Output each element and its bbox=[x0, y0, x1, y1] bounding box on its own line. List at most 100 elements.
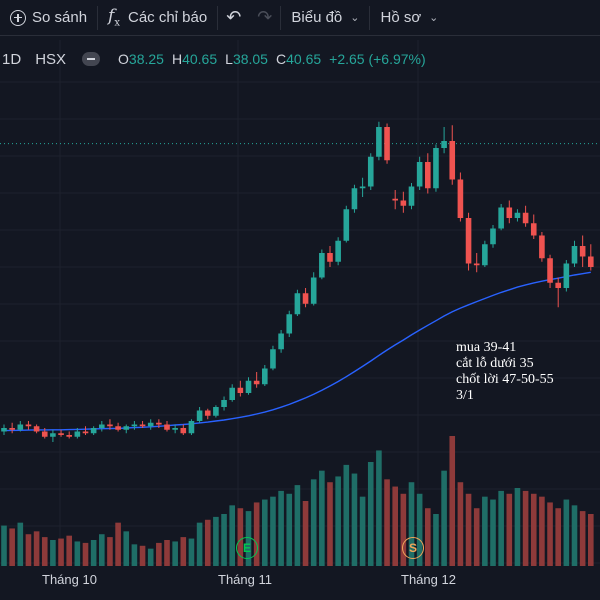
volume-bar bbox=[302, 501, 309, 566]
candle-body bbox=[90, 428, 97, 434]
candle bbox=[335, 237, 341, 266]
candle bbox=[343, 205, 350, 243]
candle-body bbox=[99, 424, 105, 428]
low-value: 38.05 bbox=[232, 51, 268, 67]
candle bbox=[286, 310, 293, 337]
volume-bar bbox=[416, 493, 423, 566]
candle bbox=[408, 183, 415, 210]
volume-bar bbox=[41, 537, 48, 566]
candle-body bbox=[327, 253, 333, 262]
candle-body bbox=[278, 333, 284, 350]
volume-bar bbox=[156, 542, 162, 566]
profile-dropdown[interactable]: Hồ sơ ⌄ bbox=[370, 0, 448, 36]
candle bbox=[172, 424, 178, 434]
candle-body bbox=[473, 263, 480, 266]
volume-bar bbox=[270, 496, 276, 566]
candle-body bbox=[82, 431, 89, 434]
candle bbox=[90, 426, 97, 435]
volume-bar bbox=[107, 537, 113, 566]
candle-body bbox=[196, 410, 203, 421]
volume-bar bbox=[221, 514, 227, 566]
note-line: cắt lỗ dưới 35 bbox=[456, 356, 534, 371]
candle bbox=[156, 419, 162, 428]
candle bbox=[33, 424, 40, 434]
volume-bar bbox=[482, 496, 488, 566]
volume-bar bbox=[204, 519, 211, 566]
candle bbox=[147, 419, 154, 430]
candle-body bbox=[204, 410, 211, 416]
volume-bar bbox=[115, 522, 121, 566]
candle-body bbox=[41, 431, 48, 437]
candle bbox=[351, 184, 358, 213]
candle bbox=[425, 153, 431, 194]
candle bbox=[465, 212, 472, 271]
candle-body bbox=[107, 424, 113, 427]
volume-bar bbox=[408, 482, 415, 566]
toolbar-separator bbox=[280, 5, 282, 30]
toolbar-separator bbox=[217, 5, 219, 30]
volume-bar bbox=[50, 540, 56, 566]
volume-bar bbox=[213, 516, 219, 566]
candle-body bbox=[253, 380, 260, 385]
candle-body bbox=[270, 349, 276, 369]
candle bbox=[74, 428, 81, 439]
candle bbox=[367, 153, 374, 190]
volume-bar bbox=[286, 493, 293, 566]
volume-bar bbox=[547, 502, 553, 566]
redo-icon[interactable]: ↷ bbox=[257, 7, 273, 27]
volume-bar bbox=[9, 528, 15, 566]
x-tick-label: Tháng 10 bbox=[42, 572, 97, 587]
candle bbox=[302, 288, 309, 308]
candle bbox=[433, 144, 439, 192]
candle bbox=[82, 426, 89, 435]
chart-type-dropdown[interactable]: Biểu đồ ⌄ bbox=[281, 0, 369, 36]
indicators-button[interactable]: fx Các chỉ báo bbox=[98, 0, 217, 36]
candle-body bbox=[530, 223, 537, 236]
split-marker[interactable]: S bbox=[402, 537, 424, 559]
undo-icon[interactable]: ↶ bbox=[226, 7, 242, 27]
candle-body bbox=[237, 387, 244, 393]
candle bbox=[522, 205, 529, 227]
compare-button[interactable]: So sánh bbox=[0, 0, 97, 36]
volume-bar bbox=[310, 479, 317, 566]
candle bbox=[359, 177, 366, 197]
candle-body bbox=[123, 426, 130, 430]
candle-body bbox=[482, 244, 488, 266]
earnings-marker[interactable]: E bbox=[236, 537, 258, 559]
candle-body bbox=[563, 263, 570, 288]
candle-body bbox=[221, 400, 227, 407]
candle-body bbox=[400, 200, 407, 206]
toolbar-separator bbox=[369, 5, 371, 30]
candle-body bbox=[425, 162, 431, 189]
volume-bar bbox=[539, 496, 545, 566]
candle-body bbox=[351, 188, 358, 210]
candle-body bbox=[66, 435, 72, 437]
candle-body bbox=[172, 428, 178, 430]
candle bbox=[490, 225, 496, 248]
x-tick-label: Tháng 11 bbox=[218, 572, 272, 587]
volume-bar bbox=[392, 486, 398, 566]
interval-label[interactable]: 1D bbox=[2, 50, 22, 68]
volume-bar bbox=[367, 462, 374, 566]
candle-body bbox=[131, 424, 138, 427]
candle bbox=[204, 408, 211, 420]
candle bbox=[188, 419, 195, 435]
candle-body bbox=[213, 407, 219, 416]
plus-circle-icon bbox=[10, 9, 26, 26]
candle bbox=[579, 235, 586, 267]
volume-bar bbox=[237, 508, 244, 566]
candle-body bbox=[506, 207, 513, 218]
note-line: chốt lời 47-50-55 bbox=[456, 372, 554, 387]
volume-bar bbox=[147, 548, 154, 566]
volume-bar bbox=[433, 514, 439, 566]
candle-body bbox=[74, 431, 81, 437]
candle bbox=[99, 421, 105, 432]
high-value: 40.65 bbox=[182, 51, 218, 67]
note-line: mua 39-41 bbox=[456, 340, 517, 355]
candle bbox=[139, 421, 146, 428]
candle bbox=[498, 204, 504, 231]
candle-body bbox=[9, 428, 15, 430]
candle bbox=[539, 232, 545, 262]
collapse-legend-icon[interactable] bbox=[82, 52, 101, 66]
